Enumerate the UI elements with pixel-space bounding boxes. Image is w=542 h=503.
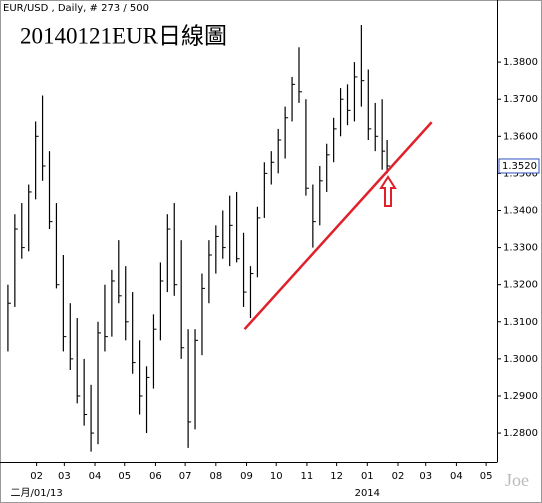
x-tick-label: 08 [209,471,222,482]
watermark: Joe [505,470,529,490]
header: EUR/USD , Daily, # 273 / 500 [3,3,149,14]
x-tick-label: 03 [58,471,71,482]
y-tick-label: 1.3000 [503,354,538,365]
x-tick-label: 06 [149,471,162,482]
x-tick-label: 01 [361,471,374,482]
y-tick-label: 1.2900 [503,391,538,402]
trendline [243,121,433,331]
x-tick-label: 02 [30,471,43,482]
x-tick-label: 09 [240,471,253,482]
y-tick-label: 1.3500 [503,168,538,179]
y-tick-label: 1.3100 [503,317,538,328]
x-tick-label: 02 [392,471,405,482]
last-price-box [498,158,540,174]
x-tick-label: 04 [89,471,102,482]
arrow-annotation [379,175,397,207]
x-sublabel: 2014 [355,488,380,499]
y-tick-label: 1.3400 [503,205,538,216]
x-tick-label: 07 [179,471,192,482]
x-tick-label: 12 [330,471,343,482]
y-tick-label: 1.3800 [503,57,538,68]
y-tick-label: 1.3300 [503,243,538,254]
x-tick-label: 05 [118,471,131,482]
last-price-label: 1.3520 [502,161,537,172]
x-tick-label: 11 [301,471,314,482]
x-sublabel: 二月/01/13 [11,487,63,499]
x-tick-label: 04 [450,471,463,482]
x-tick-label: 05 [480,471,493,482]
x-tick-label: 03 [419,471,432,482]
y-tick-label: 1.3700 [503,94,538,105]
x-tick-label: 10 [270,471,283,482]
y-tick-label: 1.2800 [503,428,538,439]
y-tick-label: 1.3600 [503,131,538,142]
y-tick-label: 1.3200 [503,280,538,291]
chart-title: 20140121EUR日線圖 [20,23,227,48]
